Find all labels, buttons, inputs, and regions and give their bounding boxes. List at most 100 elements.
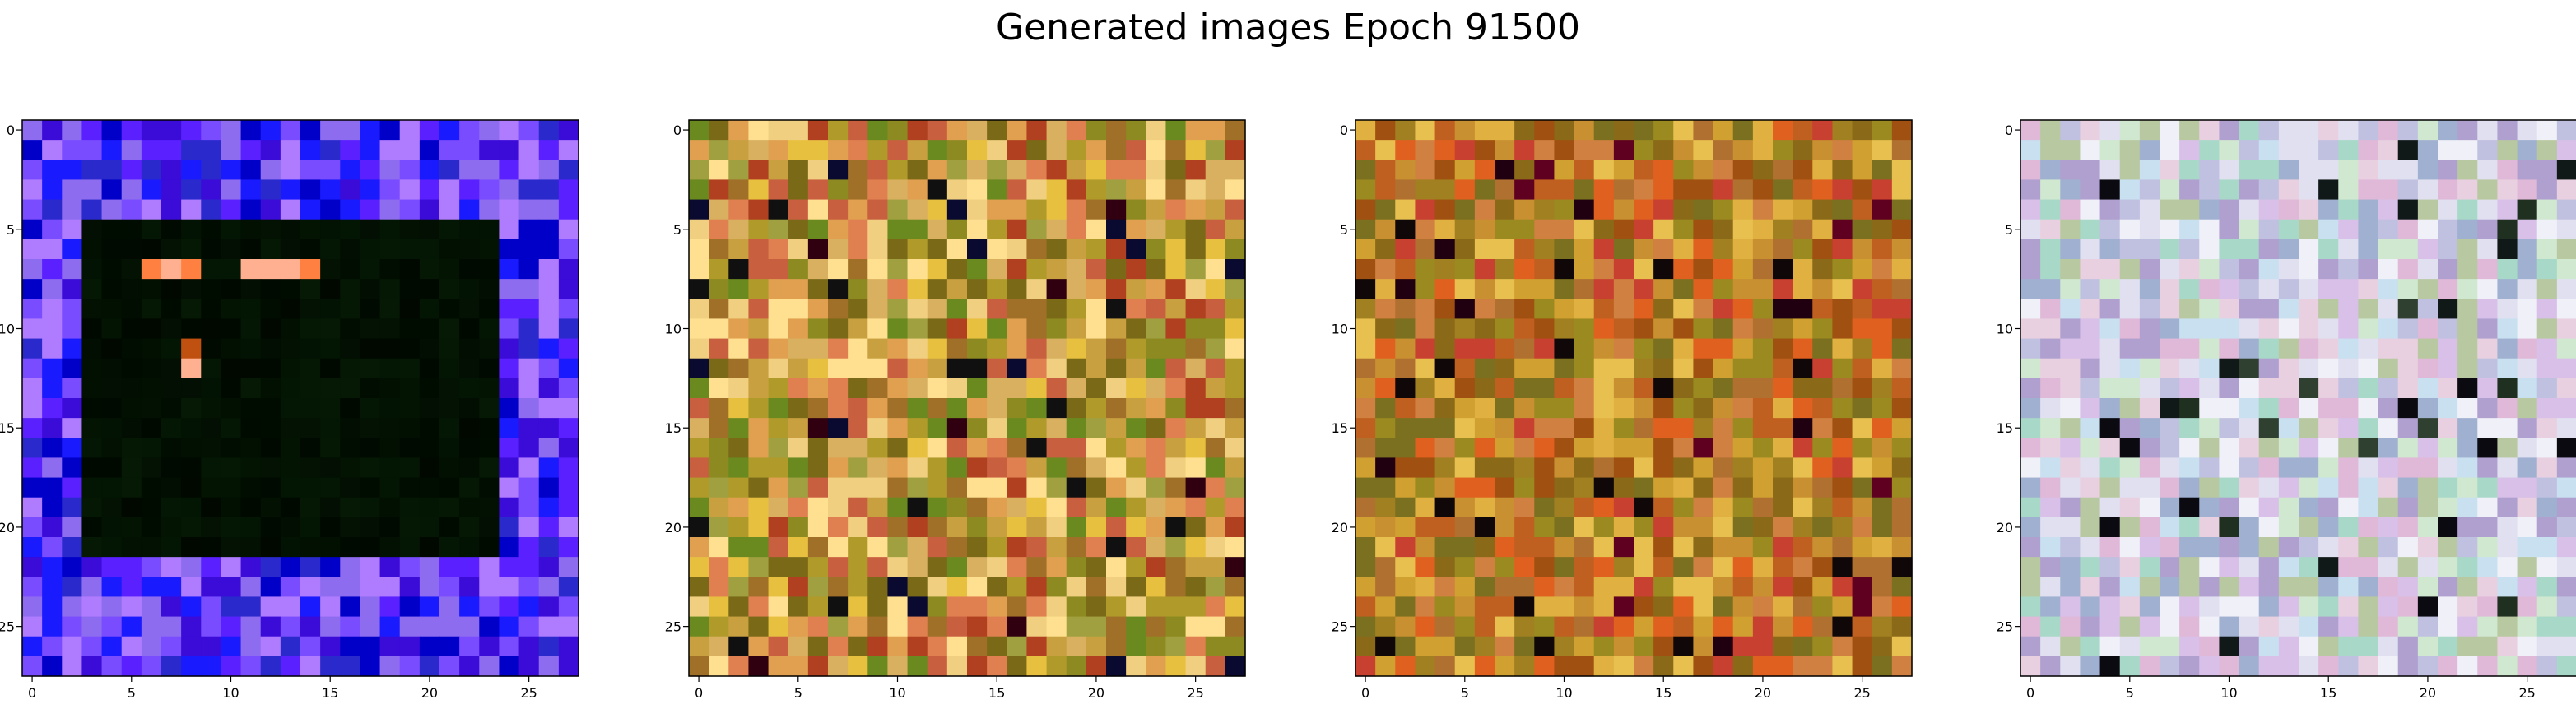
pixel-cell [2139, 577, 2160, 598]
pixel-cell [1574, 517, 1595, 538]
pixel-cell [2318, 477, 2339, 498]
pixel-cell [2358, 457, 2379, 479]
pixel-cell [101, 199, 123, 220]
pixel-cell [42, 358, 63, 379]
pixel-cell [201, 497, 222, 518]
pixel-cell [728, 160, 750, 181]
pixel-cell [2536, 656, 2558, 677]
pixel-cell [538, 299, 560, 320]
pixel-cell [479, 477, 500, 498]
pixel-cell [240, 438, 262, 459]
pixel-cell [1613, 557, 1634, 577]
pixel-cell [1793, 259, 1813, 280]
pixel-cell [419, 160, 440, 181]
pixel-cell [2160, 199, 2180, 220]
pixel-cell [807, 279, 829, 299]
pixel-cell [2477, 656, 2499, 677]
pixel-cell [1812, 199, 1834, 220]
pixel-cell [728, 378, 750, 399]
pixel-cell [1713, 517, 1734, 538]
pixel-cell [1007, 338, 1028, 359]
pixel-cell [907, 398, 928, 419]
pixel-cell [2199, 398, 2220, 419]
pixel-cell [1693, 438, 1714, 459]
pixel-cell [101, 577, 123, 598]
pixel-cell [1395, 140, 1416, 160]
pixel-cell [1693, 557, 1714, 577]
pixel-cell [2318, 120, 2339, 141]
pixel-cell [1375, 219, 1396, 240]
pixel-cell [360, 120, 381, 141]
pixel-cell [1495, 517, 1515, 538]
pixel-cell [2060, 438, 2081, 459]
pixel-cell [709, 477, 729, 498]
pixel-cell [459, 259, 480, 280]
pixel-cell [2299, 179, 2319, 201]
pixel-cell [1812, 299, 1834, 320]
pixel-cell [22, 259, 43, 280]
pixel-cell [2338, 636, 2360, 657]
pixel-cell [1046, 497, 1067, 518]
pixel-cell [161, 279, 182, 299]
pixel-cell [1613, 596, 1634, 618]
pixel-cell [1454, 199, 1476, 220]
pixel-cell [1634, 577, 1654, 598]
pixel-cell [340, 378, 361, 399]
pixel-cell [2179, 179, 2200, 201]
pixel-cell [2060, 537, 2081, 558]
pixel-cell [2318, 656, 2339, 677]
pixel-cell [42, 140, 63, 160]
pixel-cell [181, 140, 202, 160]
pixel-cell [518, 160, 540, 181]
pixel-cell [538, 596, 560, 618]
pixel-grid [2020, 120, 2576, 677]
pixel-cell [1415, 517, 1436, 538]
pixel-cell [1891, 120, 1913, 141]
pixel-cell [280, 199, 301, 220]
pixel-cell [181, 457, 202, 479]
pixel-cell [201, 199, 222, 220]
pixel-cell [1225, 259, 1246, 280]
pixel-cell [280, 497, 301, 518]
pixel-cell [2160, 656, 2180, 677]
pixel-cell [1185, 457, 1207, 479]
pixel-cell [240, 259, 262, 280]
pixel-cell [2219, 259, 2240, 280]
pixel-cell [22, 557, 43, 577]
pixel-cell [1693, 318, 1714, 340]
pixel-cell [1872, 318, 1893, 340]
pixel-cell [1693, 160, 1714, 181]
pixel-cell [399, 318, 421, 340]
pixel-cell [1046, 140, 1067, 160]
pixel-cell [2080, 199, 2101, 220]
pixel-cell [887, 398, 909, 419]
pixel-cell [1454, 398, 1476, 419]
pixel-cell [1613, 279, 1634, 299]
pixel-cell [1613, 358, 1634, 379]
pixel-cell [1872, 299, 1893, 320]
pixel-cell [1852, 219, 1873, 240]
pixel-cell [1375, 497, 1396, 518]
pixel-cell [1185, 120, 1207, 141]
pixel-cell [2160, 418, 2180, 438]
pixel-cell [499, 378, 520, 399]
pixel-cell [1225, 398, 1246, 419]
pixel-cell [788, 120, 809, 141]
axes-frame [1355, 119, 1913, 677]
pixel-cell [2457, 179, 2478, 201]
pixel-cell [2060, 259, 2081, 280]
pixel-cell [320, 497, 341, 518]
pixel-cell [967, 120, 988, 141]
pixel-cell [2497, 160, 2518, 181]
pixel-cell [2536, 477, 2558, 498]
pixel-cell [260, 596, 281, 618]
pixel-cell [788, 179, 809, 201]
pixel-cell [2397, 497, 2419, 518]
pixel-cell [867, 279, 889, 299]
pixel-cell [907, 418, 928, 438]
pixel-cell [2477, 477, 2499, 498]
pixel-cell [2517, 219, 2538, 240]
pixel-cell [1554, 656, 1575, 677]
pixel-cell [360, 596, 381, 618]
pixel-cell [1732, 338, 1754, 359]
